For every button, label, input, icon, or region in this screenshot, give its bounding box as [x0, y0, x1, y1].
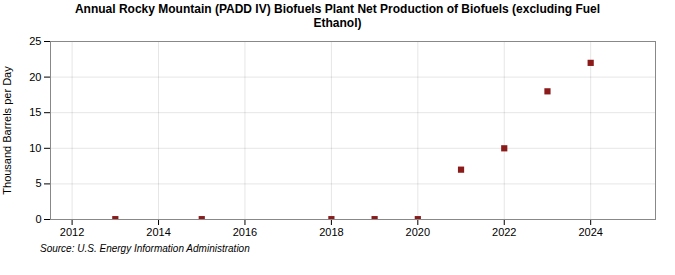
svg-text:25: 25: [29, 35, 41, 47]
html-text:Source: U.S. Energy Informatio: Source: U.S. Energy Information Administ…: [40, 242, 250, 254]
svg-text:2024: 2024: [578, 226, 602, 238]
svg-text:2016: 2016: [233, 226, 257, 238]
svg-text:2018: 2018: [319, 226, 343, 238]
svg-text:10: 10: [29, 142, 41, 154]
svg-text:15: 15: [29, 106, 41, 118]
svg-text:2012: 2012: [60, 226, 84, 238]
svg-text:2022: 2022: [492, 226, 516, 238]
svg-text:2014: 2014: [146, 226, 170, 238]
svg-text:Thousand Barrels per Day: Thousand Barrels per Day: [1, 66, 13, 195]
svg-text:5: 5: [35, 177, 41, 189]
html-text:Annual Rocky Mountain (PADD IV: Annual Rocky Mountain (PADD IV) Biofuels…: [74, 2, 601, 31]
svg-text:20: 20: [29, 70, 41, 82]
svg-text:0: 0: [35, 213, 41, 225]
svg-text:2020: 2020: [406, 226, 430, 238]
